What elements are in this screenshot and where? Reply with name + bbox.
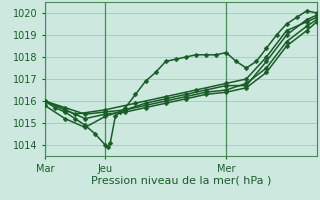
X-axis label: Pression niveau de la mer( hPa ): Pression niveau de la mer( hPa ) (91, 175, 271, 185)
